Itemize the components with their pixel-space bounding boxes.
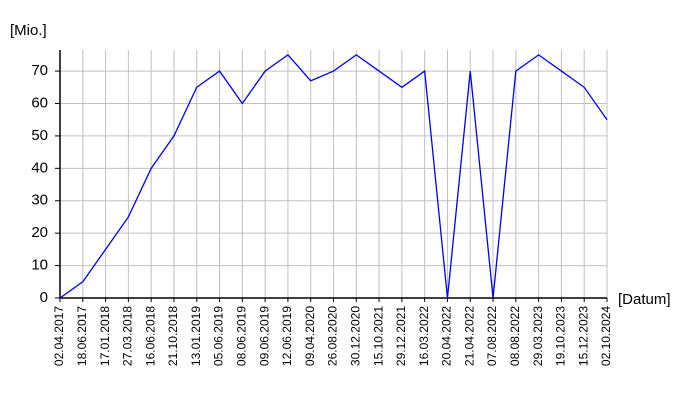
- y-tick-label: 30: [31, 192, 48, 209]
- y-tick-label: 40: [31, 159, 48, 176]
- x-tick-label: 12.06.2019: [280, 306, 294, 366]
- x-axis-label: [Datum]: [618, 291, 671, 308]
- x-tick-label: 09.06.2019: [257, 306, 271, 366]
- y-tick-label: 20: [31, 224, 48, 241]
- x-tick-label: 17.01.2018: [98, 306, 112, 366]
- x-tick-label: 18.06.2017: [75, 306, 89, 366]
- y-tick-label: 70: [31, 62, 48, 79]
- y-axis-label: [Mio.]: [10, 22, 47, 39]
- x-tick-label: 21.04.2022: [462, 306, 476, 366]
- x-tick-label: 27.03.2018: [121, 306, 135, 366]
- x-tick-label: 29.12.2021: [394, 306, 408, 366]
- y-tick-label: 0: [40, 289, 48, 306]
- x-tick-label: 26.08.2020: [326, 306, 340, 366]
- x-tick-label: 15.10.2021: [371, 306, 385, 366]
- x-tick-label: 16.06.2018: [143, 306, 157, 366]
- x-tick-label: 02.04.2017: [52, 306, 66, 366]
- x-tick-label: 09.04.2020: [303, 306, 317, 366]
- x-tick-label: 08.06.2019: [235, 306, 249, 366]
- x-tick-label: 02.10.2024: [599, 306, 613, 366]
- x-tick-label: 19.10.2023: [554, 306, 568, 366]
- x-tick-label: 13.01.2019: [189, 306, 203, 366]
- x-tick-label: 07.08.2022: [485, 306, 499, 366]
- y-tick-label: 60: [31, 94, 48, 111]
- x-tick-label: 21.10.2018: [166, 306, 180, 366]
- y-tick-label: 50: [31, 127, 48, 144]
- x-tick-label: 20.04.2022: [440, 306, 454, 366]
- x-tick-label: 16.03.2022: [417, 306, 431, 366]
- x-tick-label: 30.12.2020: [348, 306, 362, 366]
- x-tick-label: 29.03.2023: [531, 306, 545, 366]
- x-tick-label: 08.08.2022: [508, 306, 522, 366]
- line-series: [59, 53, 608, 299]
- x-tick-label: 15.12.2023: [576, 306, 590, 366]
- y-tick-label: 10: [31, 257, 48, 274]
- x-tick-label: 05.06.2019: [212, 306, 226, 366]
